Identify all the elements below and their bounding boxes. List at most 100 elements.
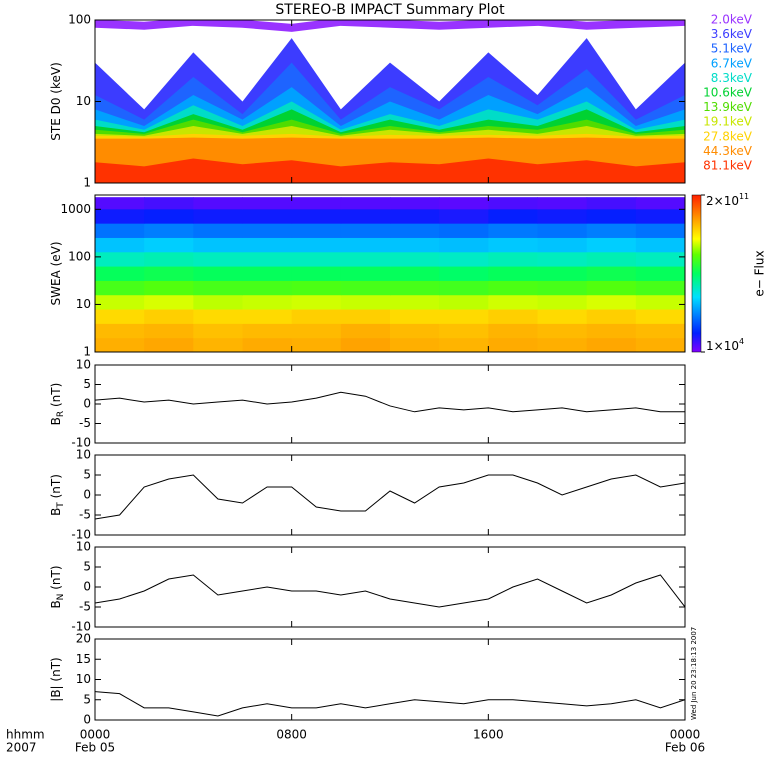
heat-cell (144, 237, 194, 253)
heat-cell (340, 309, 391, 324)
y-label-unit: (nT) (49, 565, 63, 593)
heat-cell (193, 294, 243, 310)
heat-cell (291, 237, 342, 253)
x-date-label: Feb 05 (75, 741, 115, 755)
y-tick-label: 10 (76, 540, 91, 554)
plot-area (95, 691, 685, 717)
heat-cell (488, 294, 538, 310)
heat-cell (537, 208, 588, 224)
plot-area (95, 391, 685, 413)
heat-cell (144, 294, 194, 310)
heat-cell (439, 266, 489, 281)
heat-cell (390, 266, 440, 281)
x-year-label: 2007 (6, 741, 37, 755)
heat-cell (340, 323, 391, 339)
heat-cell (635, 266, 685, 281)
y-tick-label: -10 (71, 528, 91, 542)
legend-entry: 44.3keV (703, 144, 753, 158)
y-label-main: B (49, 508, 63, 516)
heat-cell (95, 266, 145, 281)
y-tick-label: 0 (83, 397, 91, 411)
heat-cell (291, 251, 342, 267)
x-tick-label: 1600 (473, 728, 504, 742)
x-date-label: Feb 06 (665, 741, 705, 755)
y-axis-label: BN (nT) (49, 565, 66, 608)
heat-cell (537, 294, 588, 310)
heat-cell (390, 294, 440, 310)
heat-cell (635, 208, 685, 224)
heat-cell (635, 309, 685, 324)
heat-cell (586, 223, 637, 238)
heat-cell (488, 237, 538, 253)
heat-cell (340, 337, 391, 352)
y-tick-label: -5 (79, 416, 91, 430)
heat-cell (390, 237, 440, 253)
heat-cell (586, 323, 637, 339)
x-tick-label: 0000 (670, 728, 701, 742)
heat-cell (390, 309, 440, 324)
colorbar-tick-label: 1×104 (706, 337, 744, 353)
heat-cell (340, 251, 391, 267)
legend-entry: 81.1keV (703, 159, 753, 173)
plot-area (95, 474, 685, 520)
heat-cell (291, 323, 342, 339)
y-tick-label: 100 (68, 249, 91, 263)
heat-cell (488, 208, 538, 224)
y-tick-label: 0 (83, 488, 91, 502)
panel-frame (94, 638, 686, 721)
y-tick-label: 5 (83, 468, 91, 482)
heat-cell (390, 251, 440, 267)
heat-cell (193, 266, 243, 281)
heat-cell (291, 197, 342, 210)
heat-cell (95, 309, 145, 324)
flux-line (95, 20, 685, 32)
heat-cell (586, 280, 637, 296)
heat-cell (291, 337, 342, 352)
y-tick-label: -5 (79, 508, 91, 522)
heat-cell (144, 266, 194, 281)
heat-cell (390, 223, 440, 238)
heat-cell (340, 208, 391, 224)
y-label-main: SWEA (eV) (49, 241, 63, 305)
field-line (95, 391, 685, 413)
heat-cell (586, 197, 637, 210)
heat-cell (586, 208, 637, 224)
y-tick-label: 10 (76, 672, 91, 686)
heat-cell (439, 223, 489, 238)
heat-cell (95, 208, 145, 224)
heat-cell (242, 294, 293, 310)
heat-cell (193, 309, 243, 324)
heat-cell (537, 280, 588, 296)
y-tick-label: 100 (68, 13, 91, 27)
heat-cell (95, 280, 145, 296)
plot-area (95, 20, 685, 183)
heat-cell (193, 223, 243, 238)
y-tick-label: 10 (76, 448, 91, 462)
heat-cell (242, 266, 293, 281)
y-label-main: |B| (nT) (49, 657, 63, 701)
heat-cell (340, 280, 391, 296)
heat-cell (635, 237, 685, 253)
legend-entry: 6.7keV (711, 56, 753, 70)
plot-area (95, 197, 685, 352)
panel-frame (94, 194, 686, 353)
heat-cell (488, 266, 538, 281)
legend-entry: 10.6keV (703, 86, 753, 100)
y-label-main: B (49, 600, 63, 608)
heat-cell (537, 323, 588, 339)
x-tick-label: 0000 (80, 728, 111, 742)
heat-cell (439, 309, 489, 324)
heat-cell (439, 251, 489, 267)
heat-cell (586, 294, 637, 310)
heat-cell (390, 323, 440, 339)
y-axis-label: BR (nT) (49, 383, 66, 426)
heat-cell (439, 294, 489, 310)
heat-cell (439, 208, 489, 224)
heat-cell (537, 223, 588, 238)
heat-cell (390, 208, 440, 224)
y-tick-label: -5 (79, 600, 91, 614)
plot-title: STEREO-B IMPACT Summary Plot (275, 2, 505, 18)
y-tick-label: -10 (71, 620, 91, 634)
y-tick-label: 10 (76, 358, 91, 372)
